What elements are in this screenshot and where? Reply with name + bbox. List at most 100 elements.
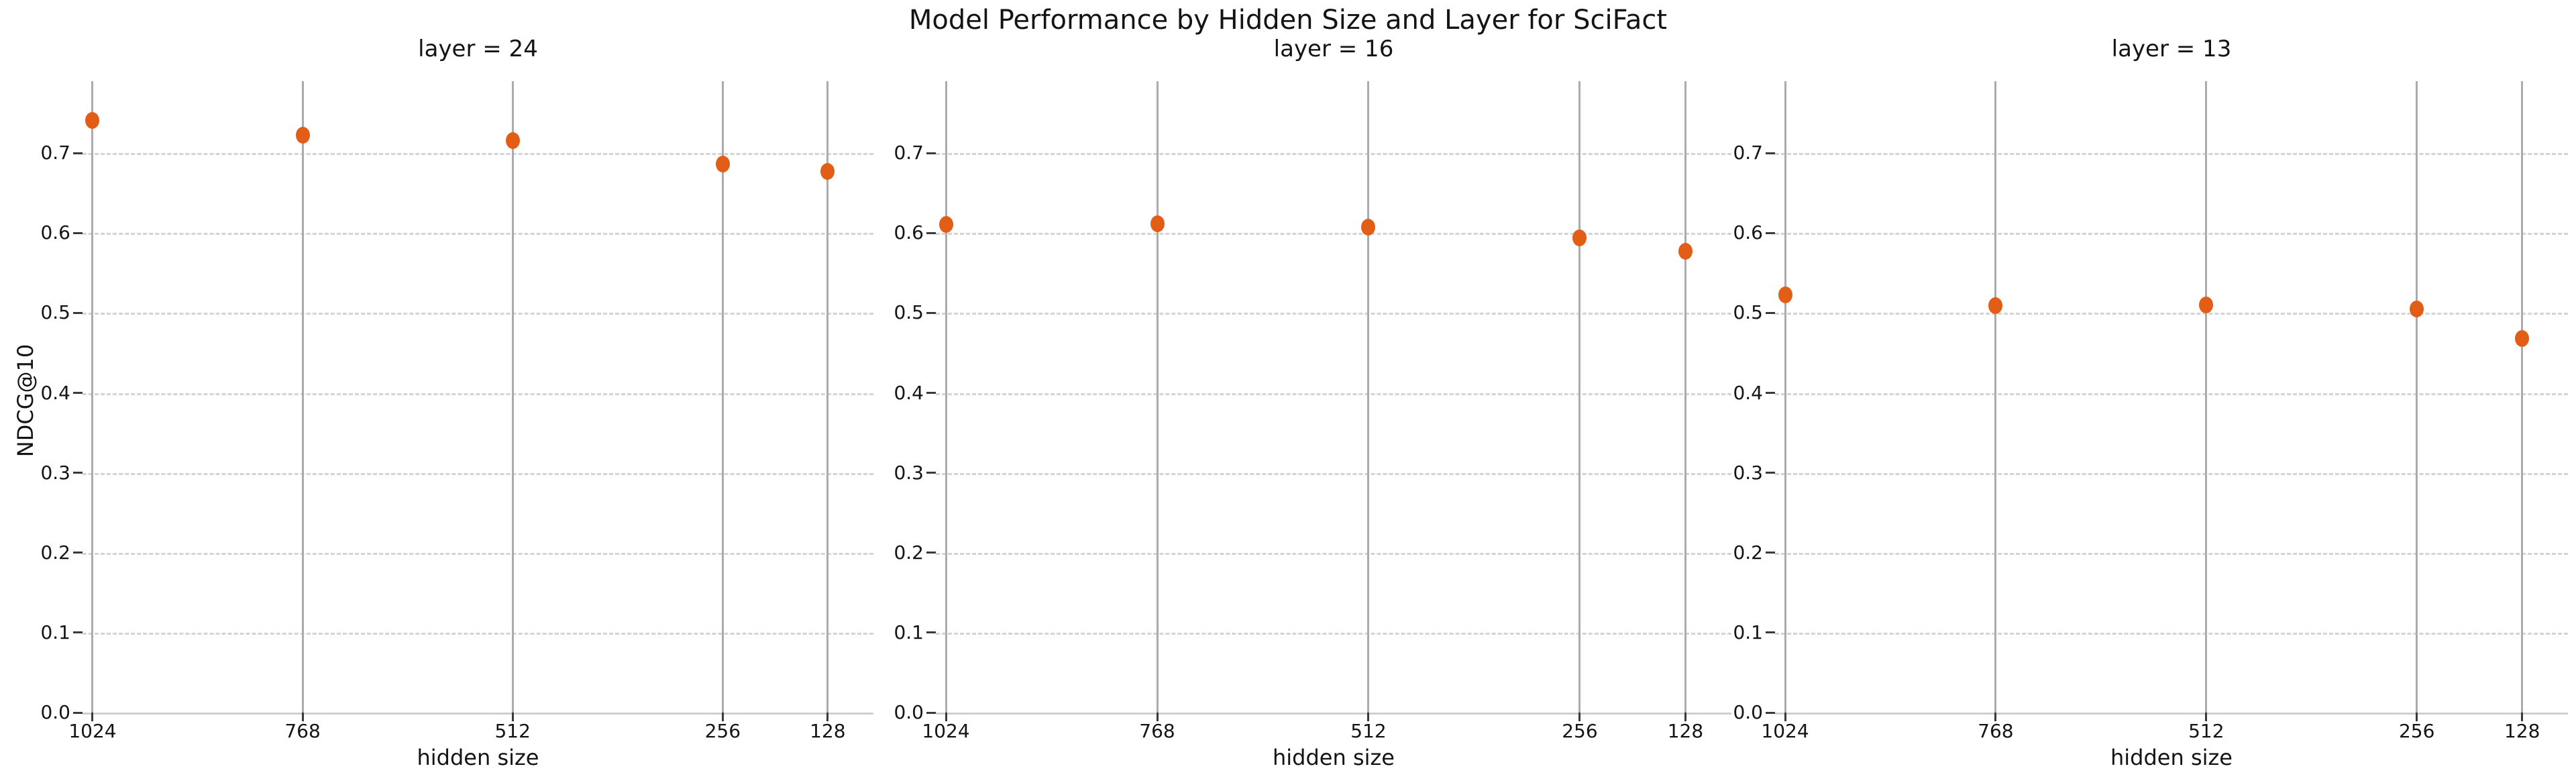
y-tick-label: 0.7 (1733, 142, 1763, 164)
x-tick-label: 768 (1139, 720, 1175, 742)
x-tick-label: 256 (704, 720, 741, 742)
x-tick-label: 1024 (1761, 720, 1809, 742)
x-tick (1367, 713, 1370, 721)
x-tick (2205, 713, 2208, 721)
y-tick-label: 0.4 (1733, 381, 1763, 404)
horizontal-gridline (936, 552, 1731, 555)
data-point (820, 163, 835, 180)
y-tick-label: 0.0 (40, 701, 70, 723)
vertical-gridline (721, 81, 724, 713)
y-tick (926, 631, 936, 634)
y-tick (926, 711, 936, 714)
x-tick (1994, 713, 1997, 721)
y-tick (1766, 552, 1775, 554)
x-tick-label: 512 (2188, 720, 2224, 742)
y-tick-label: 0.1 (40, 621, 70, 643)
y-tick (1766, 231, 1775, 234)
x-tick (721, 713, 724, 721)
vertical-gridline (2521, 81, 2524, 713)
x-tick-label: 512 (494, 720, 531, 742)
y-tick (73, 152, 83, 154)
horizontal-gridline (936, 233, 1731, 236)
y-tick (926, 152, 936, 154)
x-tick-label: 768 (1978, 720, 2014, 742)
vertical-gridline (1156, 81, 1159, 713)
y-tick (926, 472, 936, 474)
x-tick (826, 713, 829, 721)
facet-title: layer = 24 (418, 36, 538, 62)
facet-layer-16: layer = 16 0.0 0.1 0.2 0.3 0.4 0.5 0.6 0.7 1024 76… (894, 0, 1731, 783)
x-tick-label: 768 (284, 720, 321, 742)
y-tick (1766, 631, 1775, 634)
y-tick (73, 392, 83, 395)
horizontal-gridline (83, 552, 873, 555)
x-tick-label: 256 (2398, 720, 2435, 742)
x-tick-label: 128 (2504, 720, 2540, 742)
x-tick-label: 1024 (68, 720, 117, 742)
y-tick (73, 711, 83, 714)
x-tick-label: 128 (1667, 720, 1704, 742)
horizontal-gridline (936, 313, 1731, 315)
plot-area (936, 81, 1731, 713)
y-tick (926, 552, 936, 554)
facet-layer-13: layer = 13 0.0 0.1 0.2 0.3 0.4 0.5 0.6 0.7 1024 76… (1733, 0, 2568, 783)
horizontal-gridline (936, 632, 1731, 635)
horizontal-gridline (1775, 153, 2568, 156)
facet-layer-24: layer = 24 0.0 0.1 0.2 0.3 0.4 0.5 0.6 0.7 1024 76… (40, 0, 873, 783)
horizontal-gridline (83, 153, 873, 156)
x-tick (91, 713, 94, 721)
horizontal-gridline (83, 233, 873, 236)
data-point (1572, 229, 1587, 246)
y-tick-label: 0.1 (894, 621, 924, 643)
data-point (2199, 297, 2214, 314)
y-tick (1766, 152, 1775, 154)
x-tick-label: 512 (1350, 720, 1387, 742)
y-tick (73, 631, 83, 634)
data-point (715, 156, 730, 173)
y-tick (1766, 472, 1775, 474)
vertical-gridline (301, 81, 304, 713)
y-tick (73, 472, 83, 474)
vertical-gridline (1994, 81, 1997, 713)
y-tick-label: 0.2 (40, 541, 70, 564)
data-point (1778, 286, 1792, 303)
x-tick-label: 256 (1562, 720, 1598, 742)
x-axis-label: hidden size (2110, 745, 2233, 770)
data-point (1150, 215, 1165, 232)
y-tick-label: 0.5 (40, 301, 70, 324)
horizontal-gridline (1775, 472, 2568, 475)
horizontal-gridline (83, 313, 873, 315)
y-tick-label: 0.7 (894, 142, 924, 164)
data-point (2515, 330, 2530, 348)
data-point (1361, 219, 1376, 236)
x-tick-label: 128 (810, 720, 846, 742)
data-point (1988, 297, 2003, 315)
plot-area (83, 81, 873, 713)
x-tick (2416, 713, 2418, 721)
plot-area (1775, 81, 2568, 713)
data-point (505, 132, 520, 149)
y-tick-label: 0.3 (40, 461, 70, 484)
data-point (1678, 243, 1693, 260)
x-axis-line (83, 713, 873, 715)
y-tick-label: 0.0 (894, 701, 924, 723)
vertical-gridline (945, 81, 947, 713)
x-axis-label: hidden size (417, 745, 539, 770)
horizontal-gridline (936, 393, 1731, 395)
y-tick-label: 0.4 (40, 381, 70, 404)
vertical-gridline (826, 81, 829, 713)
horizontal-gridline (1775, 313, 2568, 315)
horizontal-gridline (936, 153, 1731, 156)
vertical-gridline (1684, 81, 1686, 713)
y-tick (73, 552, 83, 554)
vertical-gridline (511, 81, 514, 713)
facet-title: layer = 16 (1273, 36, 1394, 62)
vertical-gridline (2416, 81, 2418, 713)
y-tick-label: 0.4 (894, 381, 924, 404)
y-tick (1766, 711, 1775, 714)
facet-title: layer = 13 (2111, 36, 2232, 62)
y-tick (926, 392, 936, 395)
horizontal-gridline (1775, 632, 2568, 635)
vertical-gridline (2205, 81, 2208, 713)
